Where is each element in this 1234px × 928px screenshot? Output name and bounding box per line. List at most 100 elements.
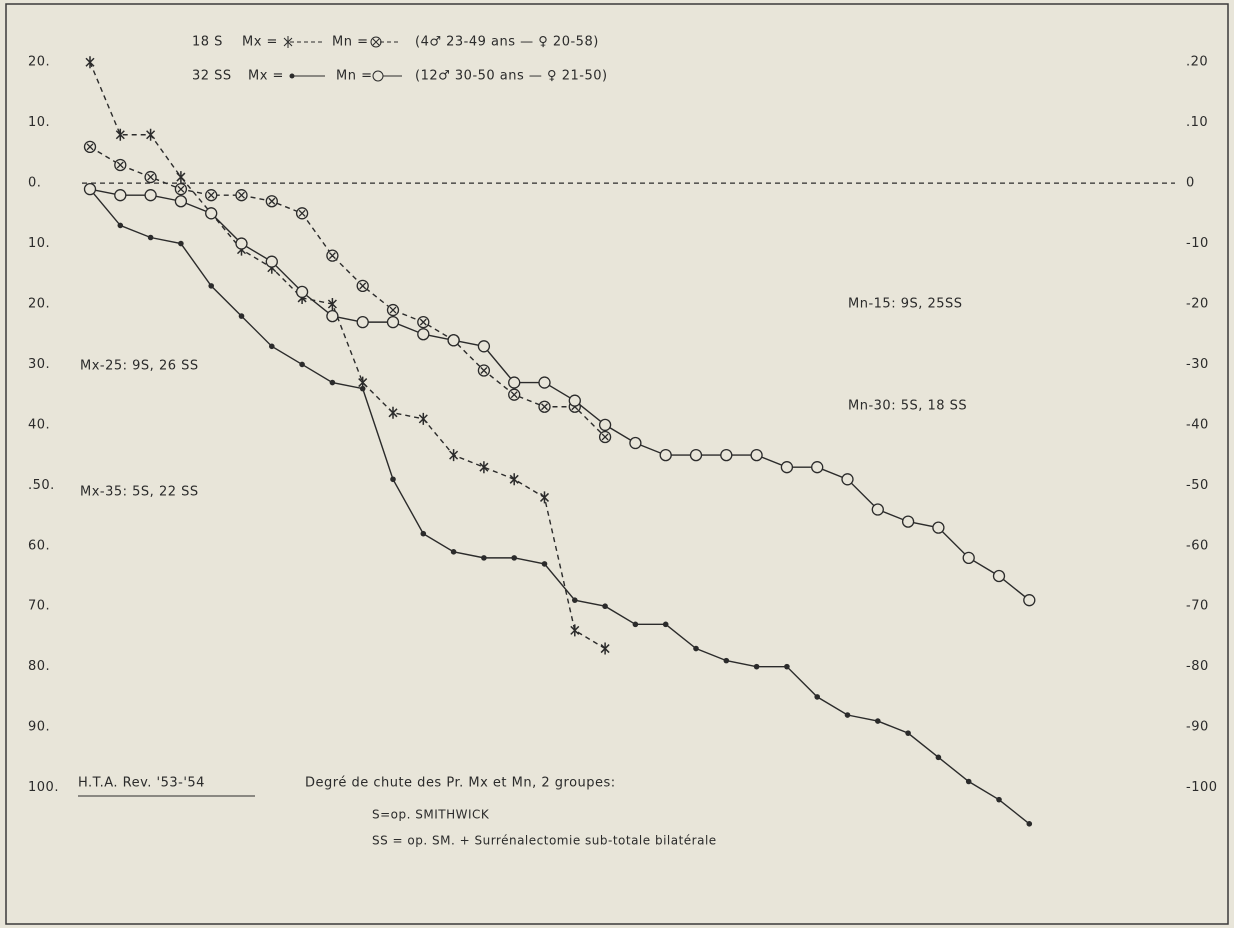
point — [962, 551, 975, 565]
point — [901, 515, 915, 528]
point — [174, 183, 188, 196]
y-tick-label: 0. — [28, 176, 41, 191]
point — [356, 279, 369, 292]
legend-mn: Mn = — [336, 69, 372, 84]
point — [598, 418, 612, 432]
point — [176, 171, 186, 184]
group-s: S=op. SMITHWICK — [372, 808, 490, 822]
point — [996, 796, 1002, 803]
point — [265, 255, 278, 268]
point — [720, 448, 733, 462]
point — [784, 663, 790, 670]
point — [117, 222, 124, 229]
y-tick-label: 40. — [28, 417, 50, 432]
y2-tick-label: -60 — [1186, 538, 1209, 553]
legend-marker — [283, 36, 293, 48]
point — [811, 461, 824, 474]
legend-mx: Mx = — [248, 69, 284, 84]
point — [146, 128, 156, 141]
y2-tick-label: -100 — [1186, 780, 1218, 795]
point — [935, 754, 942, 761]
point — [568, 394, 581, 407]
point — [417, 328, 430, 341]
y-tick-label: 10. — [28, 115, 50, 130]
point — [750, 448, 763, 462]
point — [477, 364, 491, 377]
point — [570, 624, 580, 637]
point — [295, 285, 309, 299]
point — [1026, 821, 1033, 827]
y2-tick-label: -80 — [1186, 659, 1209, 674]
point — [511, 555, 517, 561]
annotation: Mx-35: 5S, 22 SS — [80, 485, 199, 500]
y-tick-label: 10. — [28, 236, 50, 251]
y2-tick-label: -50 — [1186, 478, 1209, 493]
y2-tick-label: -30 — [1186, 357, 1209, 372]
point — [693, 645, 699, 652]
point — [479, 461, 489, 474]
point — [538, 400, 551, 413]
point — [85, 56, 95, 69]
legend-note: (4♂ 23-49 ans — ♀ 20-58) — [415, 35, 599, 50]
point — [508, 376, 521, 389]
point — [753, 663, 760, 670]
y-tick-label: 70. — [28, 599, 50, 614]
point — [238, 313, 245, 319]
point — [356, 315, 369, 329]
point — [723, 657, 730, 664]
point — [602, 603, 608, 610]
legend: 18 S Mx = Mn = (4♂ 23-49 ans — ♀ 20-58) … — [192, 35, 607, 84]
point — [235, 189, 248, 202]
point — [450, 549, 457, 555]
point — [541, 561, 548, 567]
point — [205, 207, 218, 220]
point — [965, 778, 972, 785]
y-tick-label: .50. — [28, 478, 55, 493]
point — [326, 249, 339, 262]
point — [329, 379, 336, 386]
point — [420, 530, 427, 537]
point — [814, 694, 820, 700]
legend-mx: Mx = — [242, 35, 278, 50]
point — [905, 730, 911, 736]
y-tick-label: 80. — [28, 659, 50, 674]
point — [1023, 594, 1036, 607]
point — [932, 521, 945, 534]
point — [144, 189, 157, 202]
legend-marker — [370, 36, 382, 48]
point — [115, 128, 125, 141]
point — [477, 340, 491, 353]
y2-tick-label: .20 — [1186, 55, 1208, 70]
point — [359, 385, 366, 392]
legend-mn: Mn = — [332, 35, 368, 50]
annotation: Mx-25: 9S, 26 SS — [80, 359, 199, 374]
legend-marker — [289, 73, 295, 79]
point — [388, 406, 398, 419]
caption: Degré de chute des Pr. Mx et Mn, 2 group… — [305, 776, 616, 791]
group-ss: SS = op. SM. + Surrénalectomie sub-total… — [372, 834, 717, 848]
point — [509, 473, 519, 486]
point — [417, 316, 430, 329]
point — [83, 140, 97, 153]
legend-label: 32 SS — [192, 69, 232, 84]
point — [269, 343, 275, 350]
y-tick-label: 100. — [28, 780, 59, 795]
point — [174, 195, 188, 208]
point — [386, 303, 400, 317]
point — [147, 234, 154, 241]
y-tick-label: 20. — [28, 297, 50, 312]
point — [265, 195, 278, 208]
series-line — [89, 146, 606, 438]
point — [629, 436, 642, 450]
point — [871, 503, 884, 516]
y-tick-label: 60. — [28, 538, 50, 553]
point — [205, 189, 218, 202]
point — [299, 361, 305, 368]
source: H.T.A. Rev. '53-'54 — [78, 776, 205, 791]
point — [600, 642, 610, 655]
point — [632, 621, 639, 628]
point — [208, 283, 214, 289]
point — [841, 473, 854, 486]
point — [689, 448, 703, 462]
point — [114, 158, 127, 172]
